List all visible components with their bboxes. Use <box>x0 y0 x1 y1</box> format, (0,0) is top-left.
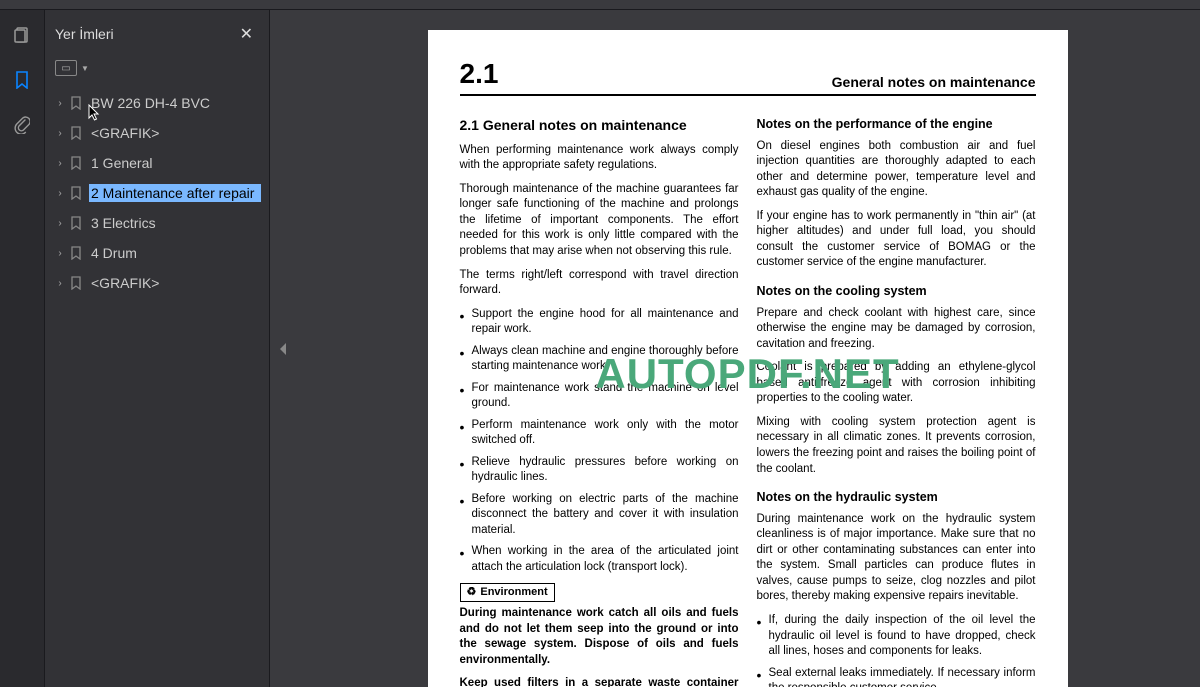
chevron-right-icon[interactable]: › <box>53 248 67 259</box>
list-item: Before working on electric parts of the … <box>460 492 739 539</box>
bookmark-glyph-icon <box>69 215 83 231</box>
subsection-heading: Notes on the cooling system <box>757 283 1036 300</box>
list-item: When working in the area of the articula… <box>460 544 739 575</box>
document-viewer[interactable]: AUTOPDF.NET 2.1 General notes on mainten… <box>295 10 1200 687</box>
list-item: For maintenance work stand the machine o… <box>460 381 739 412</box>
bookmark-item[interactable]: › <GRAFIK> <box>45 268 269 298</box>
panel-options[interactable]: ▭ ▼ <box>45 56 269 84</box>
subsection-heading: Notes on the performance of the engine <box>757 116 1036 133</box>
bullet-list: If, during the daily inspection of the o… <box>757 613 1036 687</box>
bookmark-label: 2 Maintenance after repair <box>89 184 261 202</box>
chevron-right-icon[interactable]: › <box>53 158 67 169</box>
bookmark-glyph-icon <box>69 185 83 201</box>
pdf-page: 2.1 General notes on maintenance 2.1 Gen… <box>428 30 1068 687</box>
body-text: The terms right/left correspond with tra… <box>460 268 739 299</box>
bookmark-glyph-icon <box>69 245 83 261</box>
bookmark-label: BW 226 DH-4 BVC <box>89 94 261 112</box>
body-text: If your engine has to work permanently i… <box>757 209 1036 271</box>
panel-splitter[interactable] <box>270 10 295 687</box>
page-header: 2.1 General notes on maintenance <box>460 58 1036 96</box>
bullet-list: Support the engine hood for all maintena… <box>460 307 739 576</box>
options-icon[interactable]: ▭ <box>55 60 77 76</box>
chevron-down-icon: ▼ <box>81 64 89 73</box>
bookmark-label: <GRAFIK> <box>89 274 261 292</box>
main-area: Yer İmleri ✕ ▭ ▼ › BW 226 DH-4 BVC › <GR… <box>0 10 1200 687</box>
panel-title: Yer İmleri <box>55 26 114 42</box>
bookmark-label: 3 Electrics <box>89 214 261 232</box>
bookmark-glyph-icon <box>69 155 83 171</box>
body-text: Prepare and check coolant with highest c… <box>757 306 1036 353</box>
list-item: Perform maintenance work only with the m… <box>460 418 739 449</box>
bookmark-glyph-icon <box>69 125 83 141</box>
right-column: Notes on the performance of the engine O… <box>757 116 1036 687</box>
list-item: Relieve hydraulic pressures before worki… <box>460 455 739 486</box>
thumbnails-icon[interactable] <box>12 25 32 45</box>
body-text: Keep used filters in a separate waste co… <box>460 676 739 687</box>
body-text: During maintenance work on the hydraulic… <box>757 512 1036 605</box>
environment-label: ♻ Environment <box>460 583 555 602</box>
bookmark-glyph-icon <box>69 95 83 111</box>
page-columns: 2.1 General notes on maintenance When pe… <box>460 116 1036 687</box>
section-heading: 2.1 General notes on maintenance <box>460 116 739 135</box>
body-text: Mixing with cooling system protection ag… <box>757 415 1036 477</box>
body-text: During maintenance work catch all oils a… <box>460 606 739 668</box>
attachments-icon[interactable] <box>12 115 32 135</box>
bookmarks-panel: Yer İmleri ✕ ▭ ▼ › BW 226 DH-4 BVC › <GR… <box>45 10 270 687</box>
env-label-text: Environment <box>480 585 547 600</box>
bookmark-list: › BW 226 DH-4 BVC › <GRAFIK> › 1 General… <box>45 84 269 687</box>
chevron-right-icon[interactable]: › <box>53 188 67 199</box>
body-text: On diesel engines both combustion air an… <box>757 139 1036 201</box>
bookmark-item[interactable]: › 4 Drum <box>45 238 269 268</box>
body-text: Thorough maintenance of the machine guar… <box>460 182 739 260</box>
body-text: Coolant is prepared by adding an ethylen… <box>757 360 1036 407</box>
section-number: 2.1 <box>460 58 499 90</box>
bookmark-item[interactable]: › 1 General <box>45 148 269 178</box>
bookmark-glyph-icon <box>69 275 83 291</box>
panel-header: Yer İmleri ✕ <box>45 10 269 56</box>
bookmark-label: 4 Drum <box>89 244 261 262</box>
bookmark-label: <GRAFIK> <box>89 124 261 142</box>
close-icon[interactable]: ✕ <box>234 22 259 46</box>
collapse-icon <box>280 343 286 355</box>
list-item: Always clean machine and engine thorough… <box>460 344 739 375</box>
chevron-right-icon[interactable]: › <box>53 218 67 229</box>
bookmark-item[interactable]: › BW 226 DH-4 BVC <box>45 88 269 118</box>
left-column: 2.1 General notes on maintenance When pe… <box>460 116 739 687</box>
list-item: Seal external leaks immediately. If nece… <box>757 666 1036 687</box>
list-item: If, during the daily inspection of the o… <box>757 613 1036 660</box>
bookmarks-icon[interactable] <box>12 70 32 90</box>
body-text: When performing maintenance work always … <box>460 143 739 174</box>
list-item: Support the engine hood for all maintena… <box>460 307 739 338</box>
chevron-right-icon[interactable]: › <box>53 278 67 289</box>
chevron-right-icon[interactable]: › <box>53 98 67 109</box>
bookmark-item[interactable]: › <GRAFIK> <box>45 118 269 148</box>
subsection-heading: Notes on the hydraulic system <box>757 489 1036 506</box>
bookmark-label: 1 General <box>89 154 261 172</box>
bookmark-item[interactable]: › 2 Maintenance after repair <box>45 178 269 208</box>
recycle-icon: ♻ <box>467 585 477 600</box>
page-header-text: General notes on maintenance <box>832 74 1036 90</box>
left-sidebar <box>0 10 45 687</box>
top-toolbar <box>0 0 1200 10</box>
chevron-right-icon[interactable]: › <box>53 128 67 139</box>
bookmark-item[interactable]: › 3 Electrics <box>45 208 269 238</box>
